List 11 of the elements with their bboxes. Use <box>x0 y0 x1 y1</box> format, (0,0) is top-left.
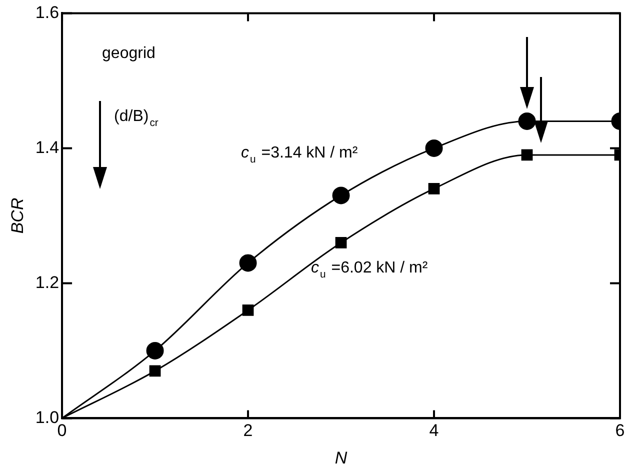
y-tick-label: 1.0 <box>35 408 60 427</box>
x-tick-label: 0 <box>57 421 67 440</box>
x-axis-title: N <box>334 448 348 468</box>
x-tick-label: 2 <box>243 421 253 440</box>
y-tick-label: 1.6 <box>35 2 60 22</box>
y-tick-label: 1.2 <box>35 272 60 292</box>
x-tick-label: 6 <box>615 421 625 440</box>
y-axis-title: BCR <box>8 198 27 234</box>
x-tick-label: 4 <box>429 421 439 440</box>
y-tick-label: 1.4 <box>35 138 60 157</box>
annotation: geogrid <box>102 45 156 62</box>
